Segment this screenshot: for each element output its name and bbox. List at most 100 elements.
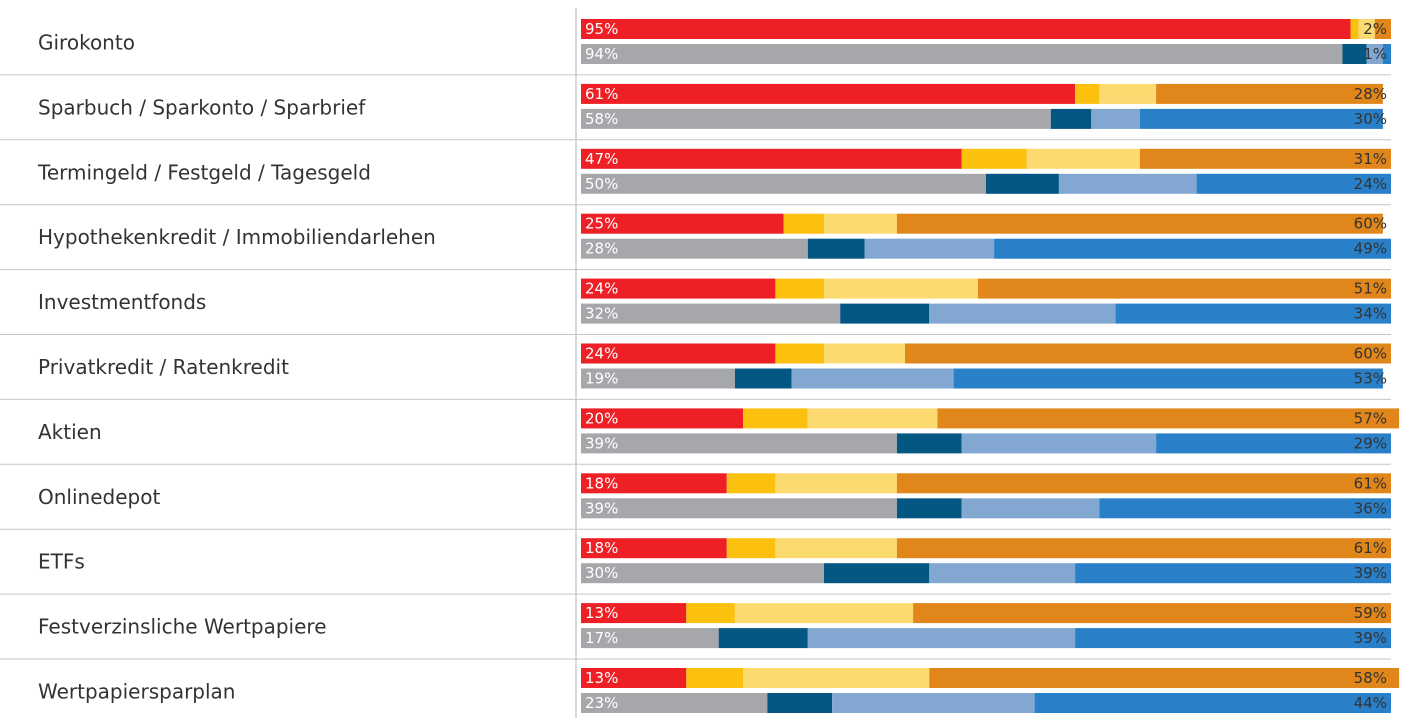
bar-segment: [961, 498, 1100, 519]
bar-value-label: 53%: [1354, 370, 1387, 388]
bar-segment: [581, 433, 897, 454]
bar-segment: [986, 173, 1059, 194]
bar-segment: [581, 173, 986, 194]
bar-segment: [581, 19, 1351, 39]
bar-value-label: 17%: [585, 629, 618, 647]
bar-value-label: 44%: [1354, 694, 1387, 712]
bar-segment: [726, 538, 776, 559]
bar-value-label: 30%: [1354, 110, 1387, 128]
bar-segment: [581, 83, 1076, 104]
bar-segment: [961, 148, 1027, 169]
bar-segment: [1026, 148, 1140, 169]
category-label: Aktien: [38, 420, 102, 444]
bar-value-label: 36%: [1354, 499, 1387, 517]
bar-value-label: 25%: [585, 215, 618, 233]
bar-segment: [929, 668, 1400, 688]
bar-segment: [1366, 44, 1383, 64]
bar-segment: [896, 538, 1391, 559]
bar-segment: [581, 343, 776, 364]
category-label: Festverzinsliche Wertpapiere: [38, 615, 327, 639]
bar-segment: [767, 693, 833, 713]
bar-segment: [905, 343, 1391, 364]
bar-value-label: 60%: [1354, 215, 1387, 233]
bar-segment: [1342, 44, 1367, 64]
bar-segment: [581, 693, 768, 713]
bar-value-label: 61%: [1354, 539, 1387, 557]
bar-segment: [581, 563, 824, 584]
bar-value-label: 61%: [1354, 474, 1387, 492]
bar-segment: [581, 213, 784, 234]
bar-value-label: 18%: [585, 539, 618, 557]
bar-value-label: 19%: [585, 370, 618, 388]
bar-segment: [718, 628, 808, 649]
bar-value-label: 49%: [1354, 240, 1387, 258]
bar-value-label: 32%: [585, 305, 618, 323]
bar-segment: [743, 668, 930, 688]
bar-segment: [1350, 19, 1359, 39]
bar-segment: [1139, 148, 1391, 169]
bar-segment: [1034, 693, 1391, 713]
bar-segment: [896, 213, 1383, 234]
bar-segment: [1091, 108, 1140, 129]
bar-value-label: 58%: [1354, 669, 1387, 687]
bar-segment: [896, 433, 962, 454]
bar-segment: [726, 473, 776, 494]
bar-segment: [581, 44, 1343, 64]
bar-segment: [775, 473, 897, 494]
bar-value-label: 28%: [585, 240, 618, 258]
bar-segment: [581, 408, 743, 429]
bar-value-label: 59%: [1354, 604, 1387, 622]
bar-value-label: 39%: [1354, 629, 1387, 647]
bar-segment: [807, 238, 865, 259]
bar-segment: [824, 563, 930, 584]
bar-value-label: 24%: [1354, 175, 1387, 193]
bar-segment: [977, 278, 1391, 299]
bar-value-label: 50%: [585, 175, 618, 193]
bar-value-label: 23%: [585, 694, 618, 712]
category-label: Termingeld / Festgeld / Tagesgeld: [37, 160, 371, 184]
bar-value-label: 13%: [585, 604, 618, 622]
bar-segment: [929, 303, 1116, 324]
bar-segment: [581, 538, 727, 559]
bar-segment: [1075, 563, 1391, 584]
bar-value-label: 30%: [585, 564, 618, 582]
bar-segment: [686, 603, 735, 624]
bar-value-label: 28%: [1354, 85, 1387, 103]
bar-segment: [824, 343, 905, 364]
bar-value-label: 60%: [1354, 345, 1387, 363]
bar-segment: [937, 408, 1400, 429]
bar-segment: [824, 278, 978, 299]
bar-segment: [840, 303, 930, 324]
bar-segment: [581, 368, 735, 389]
bar-segment: [783, 213, 824, 234]
bar-segment: [734, 603, 914, 624]
bar-segment: [1115, 303, 1391, 324]
bar-value-label: 1%: [1363, 45, 1387, 63]
bar-segment: [775, 278, 824, 299]
bar-segment: [1099, 83, 1157, 104]
bar-segment: [1050, 108, 1092, 129]
bar-segment: [807, 628, 1076, 649]
bar-segment: [1196, 173, 1391, 194]
bar-segment: [1075, 628, 1391, 649]
bar-value-label: 24%: [585, 280, 618, 298]
category-label: Privatkredit / Ratenkredit: [38, 355, 289, 379]
bar-segment: [864, 238, 995, 259]
bar-segment: [896, 473, 1391, 494]
bar-value-label: 39%: [585, 434, 618, 452]
category-label: Investmentfonds: [38, 290, 206, 314]
bar-value-label: 51%: [1354, 280, 1387, 298]
bar-segment: [581, 148, 962, 169]
bar-segment: [581, 668, 687, 688]
bar-segment: [775, 343, 824, 364]
bar-segment: [581, 628, 719, 649]
bar-segment: [994, 238, 1391, 259]
category-label: Girokonto: [38, 30, 135, 54]
bar-segment: [581, 603, 687, 624]
bar-segment: [581, 238, 808, 259]
bar-segment: [1358, 19, 1375, 39]
bar-segment: [581, 278, 776, 299]
bar-value-label: 18%: [585, 474, 618, 492]
bar-value-label: 13%: [585, 669, 618, 687]
